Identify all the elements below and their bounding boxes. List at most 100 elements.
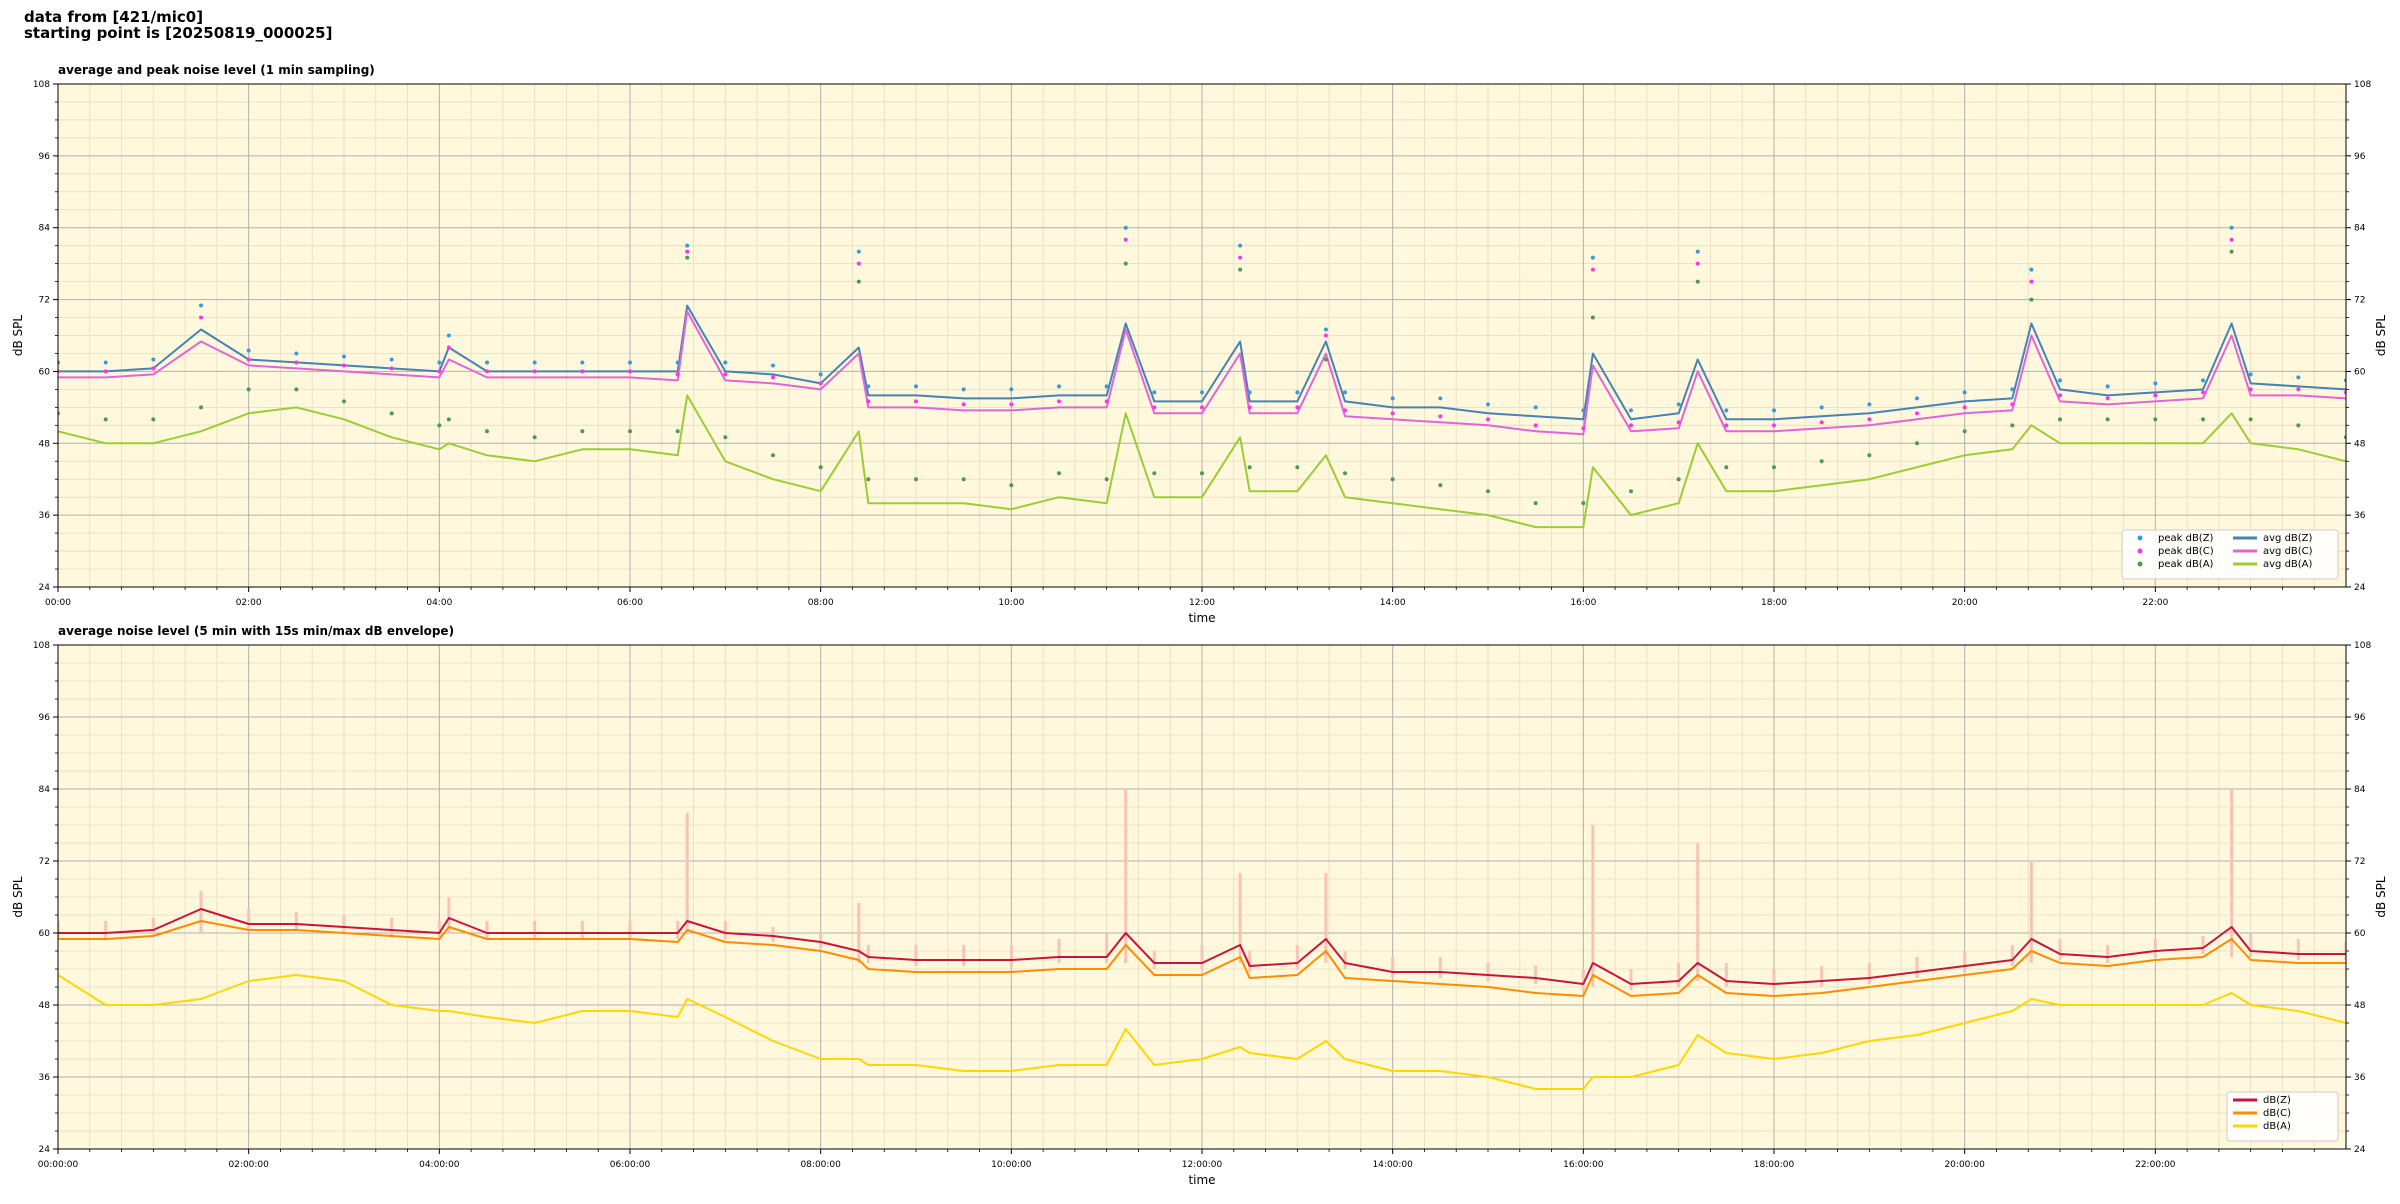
y-tick-label: 24 xyxy=(39,1145,51,1155)
legend-label: peak dB(A) xyxy=(2158,559,2214,570)
peak-point xyxy=(1962,390,1967,395)
peak-point xyxy=(532,369,537,374)
peak-point xyxy=(1915,441,1919,446)
y-tick-label: 24 xyxy=(2354,583,2366,593)
peak-point xyxy=(1152,405,1157,410)
legend: dB(Z) dB(C) dB(A) xyxy=(2226,1091,2339,1142)
peak-point xyxy=(1238,255,1243,260)
peak-point xyxy=(1323,357,1328,362)
x-tick-label: 14:00 xyxy=(1380,598,1406,608)
legend-label: peak dB(C) xyxy=(2158,546,2214,557)
peak-point xyxy=(389,366,394,371)
peak-point xyxy=(2229,237,2234,242)
subplot-title: average and peak noise level (1 min samp… xyxy=(58,63,375,77)
y-tick-label: 108 xyxy=(33,641,50,651)
peak-point xyxy=(914,384,918,389)
peak-point xyxy=(1533,501,1538,506)
peak-point xyxy=(446,345,451,350)
peak-point xyxy=(294,351,299,356)
y-tick-label: 108 xyxy=(33,80,50,90)
peak-point xyxy=(856,261,861,266)
legend-box xyxy=(2121,529,2339,580)
peak-point xyxy=(389,411,394,416)
peak-point xyxy=(2029,297,2034,302)
legend-label: avg dB(Z) xyxy=(2263,533,2313,544)
peak-point xyxy=(2296,387,2301,392)
y-tick-label: 48 xyxy=(2354,439,2366,449)
peak-point xyxy=(1867,453,1872,458)
peak-point xyxy=(1009,387,1014,392)
peak-point xyxy=(1695,261,1700,266)
peak-point xyxy=(1152,390,1157,395)
peak-point xyxy=(1819,405,1824,410)
subplot: average noise level (5 min with 15s min/… xyxy=(11,624,2388,1187)
peak-point xyxy=(485,360,489,365)
y-tick-label: 48 xyxy=(39,1001,51,1011)
x-tick-label: 20:00 xyxy=(1952,598,1978,608)
peak-point xyxy=(437,360,442,365)
x-tick-label: 10:00 xyxy=(998,598,1024,608)
x-tick-label: 14:00:00 xyxy=(1372,1160,1413,1170)
legend-box xyxy=(2226,1091,2339,1142)
peak-point xyxy=(914,399,918,404)
y-tick-label: 36 xyxy=(2354,511,2366,521)
peak-point xyxy=(866,384,871,389)
peak-point xyxy=(446,417,451,422)
peak-point xyxy=(2296,375,2301,380)
x-tick-label: 02:00 xyxy=(236,598,262,608)
peak-point xyxy=(856,279,861,284)
legend-label: dB(A) xyxy=(2263,1121,2291,1132)
peak-point xyxy=(866,477,871,482)
x-tick-label: 08:00:00 xyxy=(800,1160,841,1170)
peak-point xyxy=(1533,423,1538,428)
y-tick-label: 24 xyxy=(2354,1145,2366,1155)
plot-frame xyxy=(57,83,2347,588)
y-tick-label: 72 xyxy=(39,296,50,306)
peak-point xyxy=(818,465,823,470)
peak-point xyxy=(685,255,690,260)
peak-point xyxy=(1724,465,1729,470)
peak-point xyxy=(1009,483,1014,488)
series-line xyxy=(58,310,2346,436)
legend-label: dB(Z) xyxy=(2263,1095,2291,1106)
peak-point xyxy=(103,360,108,365)
y-tick-label: 96 xyxy=(2354,152,2366,162)
legend-label: avg dB(C) xyxy=(2263,546,2313,557)
peak-point xyxy=(723,435,728,440)
peak-point xyxy=(818,372,823,377)
x-tick-label: 06:00:00 xyxy=(610,1160,651,1170)
peak-point xyxy=(628,360,632,365)
peak-point xyxy=(1533,405,1538,410)
peak-point xyxy=(685,243,690,248)
peak-point xyxy=(2029,279,2034,284)
peak-point xyxy=(2058,417,2062,422)
peak-point xyxy=(1238,267,1243,272)
peak-point xyxy=(1295,465,1300,470)
peak-point xyxy=(914,477,918,482)
peak-point xyxy=(961,477,966,482)
peak-point xyxy=(151,357,156,362)
x-tick-label: 16:00 xyxy=(1570,598,1596,608)
peak-point xyxy=(1581,426,1586,431)
peak-point xyxy=(1590,315,1595,320)
peak-point xyxy=(294,387,299,392)
peak-point xyxy=(1123,237,1128,242)
y-tick-label: 84 xyxy=(2354,224,2366,234)
plot-area xyxy=(58,225,2346,529)
peak-point xyxy=(2229,225,2234,230)
peak-point xyxy=(1962,405,1967,410)
peak-point xyxy=(2010,387,2015,392)
peak-point xyxy=(1772,423,1776,428)
peak-point xyxy=(1438,483,1443,488)
peak-point xyxy=(2029,267,2034,272)
peak-point xyxy=(1123,261,1128,266)
peak-point xyxy=(246,387,251,392)
legend-marker xyxy=(2137,535,2143,541)
peak-point xyxy=(1057,384,1061,389)
peak-point xyxy=(2153,381,2158,386)
peak-point xyxy=(580,429,585,434)
peak-point xyxy=(1123,225,1128,230)
peak-point xyxy=(961,387,966,392)
y-tick-label: 108 xyxy=(2354,80,2371,90)
